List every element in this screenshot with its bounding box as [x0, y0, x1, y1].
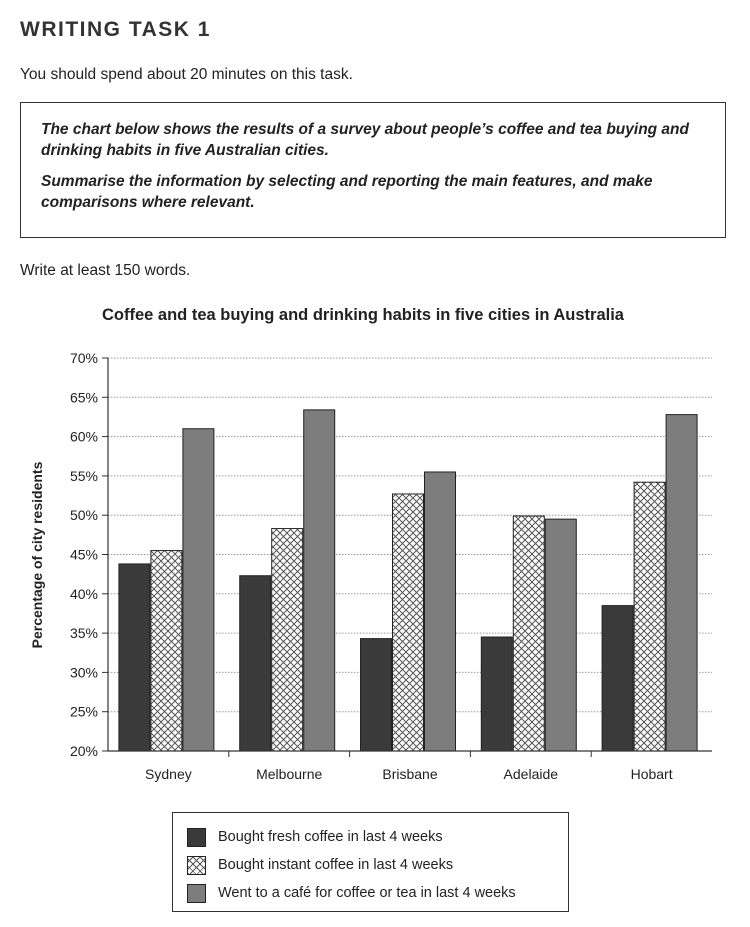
y-tick-label: 70% — [70, 350, 98, 366]
bar-cafe-sydney — [182, 428, 215, 752]
bar-cafe-melbourne — [303, 409, 336, 752]
y-axis-label: Percentage of city residents — [29, 461, 45, 648]
task-prompt-line-1: The chart below shows the results of a s… — [41, 121, 689, 159]
y-tick-label: 55% — [70, 468, 98, 484]
legend-swatch-instant — [187, 855, 206, 875]
legend-swatch-fresh — [187, 827, 206, 847]
y-tick-label: 25% — [70, 704, 98, 720]
x-tick-label: Adelaide — [504, 766, 559, 782]
chart-title: Coffee and tea buying and drinking habit… — [102, 306, 624, 324]
y-tick-label: 20% — [70, 743, 98, 759]
y-tick-label: 50% — [70, 507, 98, 523]
bars — [118, 409, 698, 752]
axes: 20% 25% 30% 35% 40% 45% 50% 55% 60% 65% 70% Sydney M… — [70, 350, 712, 782]
bar-instant-sydney — [150, 550, 183, 752]
bar-chart: 20% 25% 30% 35% 40% 45% 50% 55% 60% 65% 70% Sydney M… — [29, 350, 712, 782]
legend-item-cafe: Went to a café for coffee or tea in last… — [187, 879, 568, 907]
x-tick-label: Sydney — [145, 766, 192, 782]
bar-fresh-sydney — [118, 563, 151, 752]
y-tick-label: 45% — [70, 547, 98, 563]
task-prompt-line-2: Summarise the information by selecting a… — [41, 173, 653, 211]
y-tick-label: 35% — [70, 625, 98, 641]
legend-item-fresh: Bought fresh coffee in last 4 weeks — [187, 823, 568, 851]
bar-instant-brisbane — [392, 493, 424, 752]
legend-label-fresh: Bought fresh coffee in last 4 weeks — [218, 829, 443, 845]
x-tick-label: Hobart — [631, 766, 673, 782]
bar-instant-hobart — [633, 481, 666, 752]
legend-label-cafe: Went to a café for coffee or tea in last… — [218, 885, 516, 901]
bar-fresh-brisbane — [360, 638, 392, 752]
task-prompt-box: The chart below shows the results of a s… — [20, 102, 726, 238]
bar-instant-adelaide — [512, 515, 545, 752]
legend-label-instant: Bought instant coffee in last 4 weeks — [218, 857, 454, 873]
y-tick-label: 65% — [70, 389, 98, 405]
x-tick-label: Brisbane — [382, 766, 437, 782]
task-heading: WRITING TASK 1 — [20, 18, 211, 41]
legend-item-instant: Bought instant coffee in last 4 weeks — [187, 851, 568, 879]
chart-legend: Bought fresh coffee in last 4 weeks Boug… — [172, 812, 569, 912]
bar-cafe-hobart — [665, 414, 698, 752]
y-tick-label: 60% — [70, 429, 98, 445]
time-instruction: You should spend about 20 minutes on thi… — [20, 66, 353, 83]
y-tick-label: 40% — [70, 586, 98, 602]
legend-swatch-cafe — [187, 883, 206, 903]
bar-cafe-adelaide — [544, 518, 577, 752]
x-tick-label: Melbourne — [256, 766, 322, 782]
bar-fresh-hobart — [601, 605, 634, 752]
bar-fresh-adelaide — [480, 636, 513, 752]
bar-instant-melbourne — [271, 528, 304, 752]
bar-fresh-melbourne — [239, 575, 272, 752]
bar-cafe-brisbane — [424, 471, 456, 752]
y-tick-label: 30% — [70, 664, 98, 680]
word-count-instruction: Write at least 150 words. — [20, 262, 191, 279]
